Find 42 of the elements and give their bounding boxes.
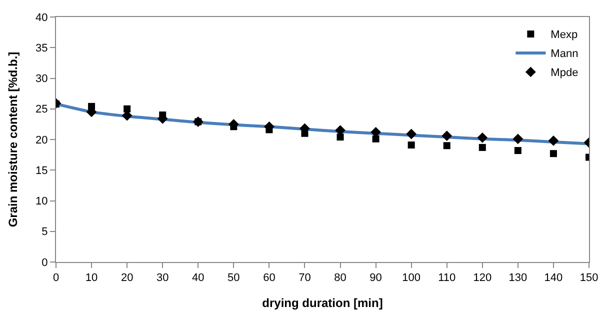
- x-tick-label: 150: [580, 272, 598, 284]
- x-tick-label: 140: [544, 272, 563, 284]
- y-tick-label: 30: [36, 73, 48, 86]
- y-axis-title: Grain moisture content [%d.b.]: [6, 52, 20, 228]
- x-tick-label: 120: [473, 272, 492, 284]
- y-tick-label: 10: [36, 196, 48, 208]
- legend-label: Mann: [550, 48, 578, 60]
- x-tick-label: 80: [334, 272, 346, 284]
- x-tick-label: 70: [298, 272, 311, 284]
- x-tick-label: 0: [52, 272, 60, 284]
- y-tick-label: 20: [36, 134, 48, 146]
- x-axis-title: drying duration [min]: [262, 296, 383, 310]
- y-tick-label: 5: [42, 226, 48, 238]
- x-tick-label: 100: [402, 272, 421, 284]
- point: [512, 134, 524, 144]
- point: [408, 142, 415, 149]
- point: [478, 144, 486, 151]
- x-tick-label: 50: [228, 272, 240, 284]
- point: [443, 142, 450, 150]
- y-tick-label: 25: [36, 104, 48, 116]
- x-tick-label: 110: [438, 272, 456, 284]
- point: [548, 136, 559, 146]
- point: [550, 150, 557, 158]
- y-tick-label: 0: [42, 256, 48, 269]
- point: [442, 130, 452, 142]
- point: [336, 134, 344, 141]
- x-tick-label: 130: [508, 272, 528, 284]
- x-tick-label: 60: [263, 272, 276, 284]
- y-tick-label: 35: [36, 42, 48, 54]
- point: [372, 135, 380, 142]
- x-tick-label: 30: [156, 272, 169, 284]
- legend-label: Mexp: [550, 29, 578, 42]
- point: [514, 147, 522, 154]
- x-tick-label: 10: [85, 272, 98, 284]
- point: [477, 132, 488, 143]
- legend-label: Mpde: [550, 67, 578, 80]
- x-tick-label: 90: [370, 272, 382, 284]
- y-tick-label: 15: [36, 164, 48, 177]
- y-tick-label: 40: [36, 12, 48, 24]
- point: [406, 128, 417, 140]
- x-tick-label: 20: [120, 272, 134, 284]
- x-tick-label: 40: [192, 272, 204, 284]
